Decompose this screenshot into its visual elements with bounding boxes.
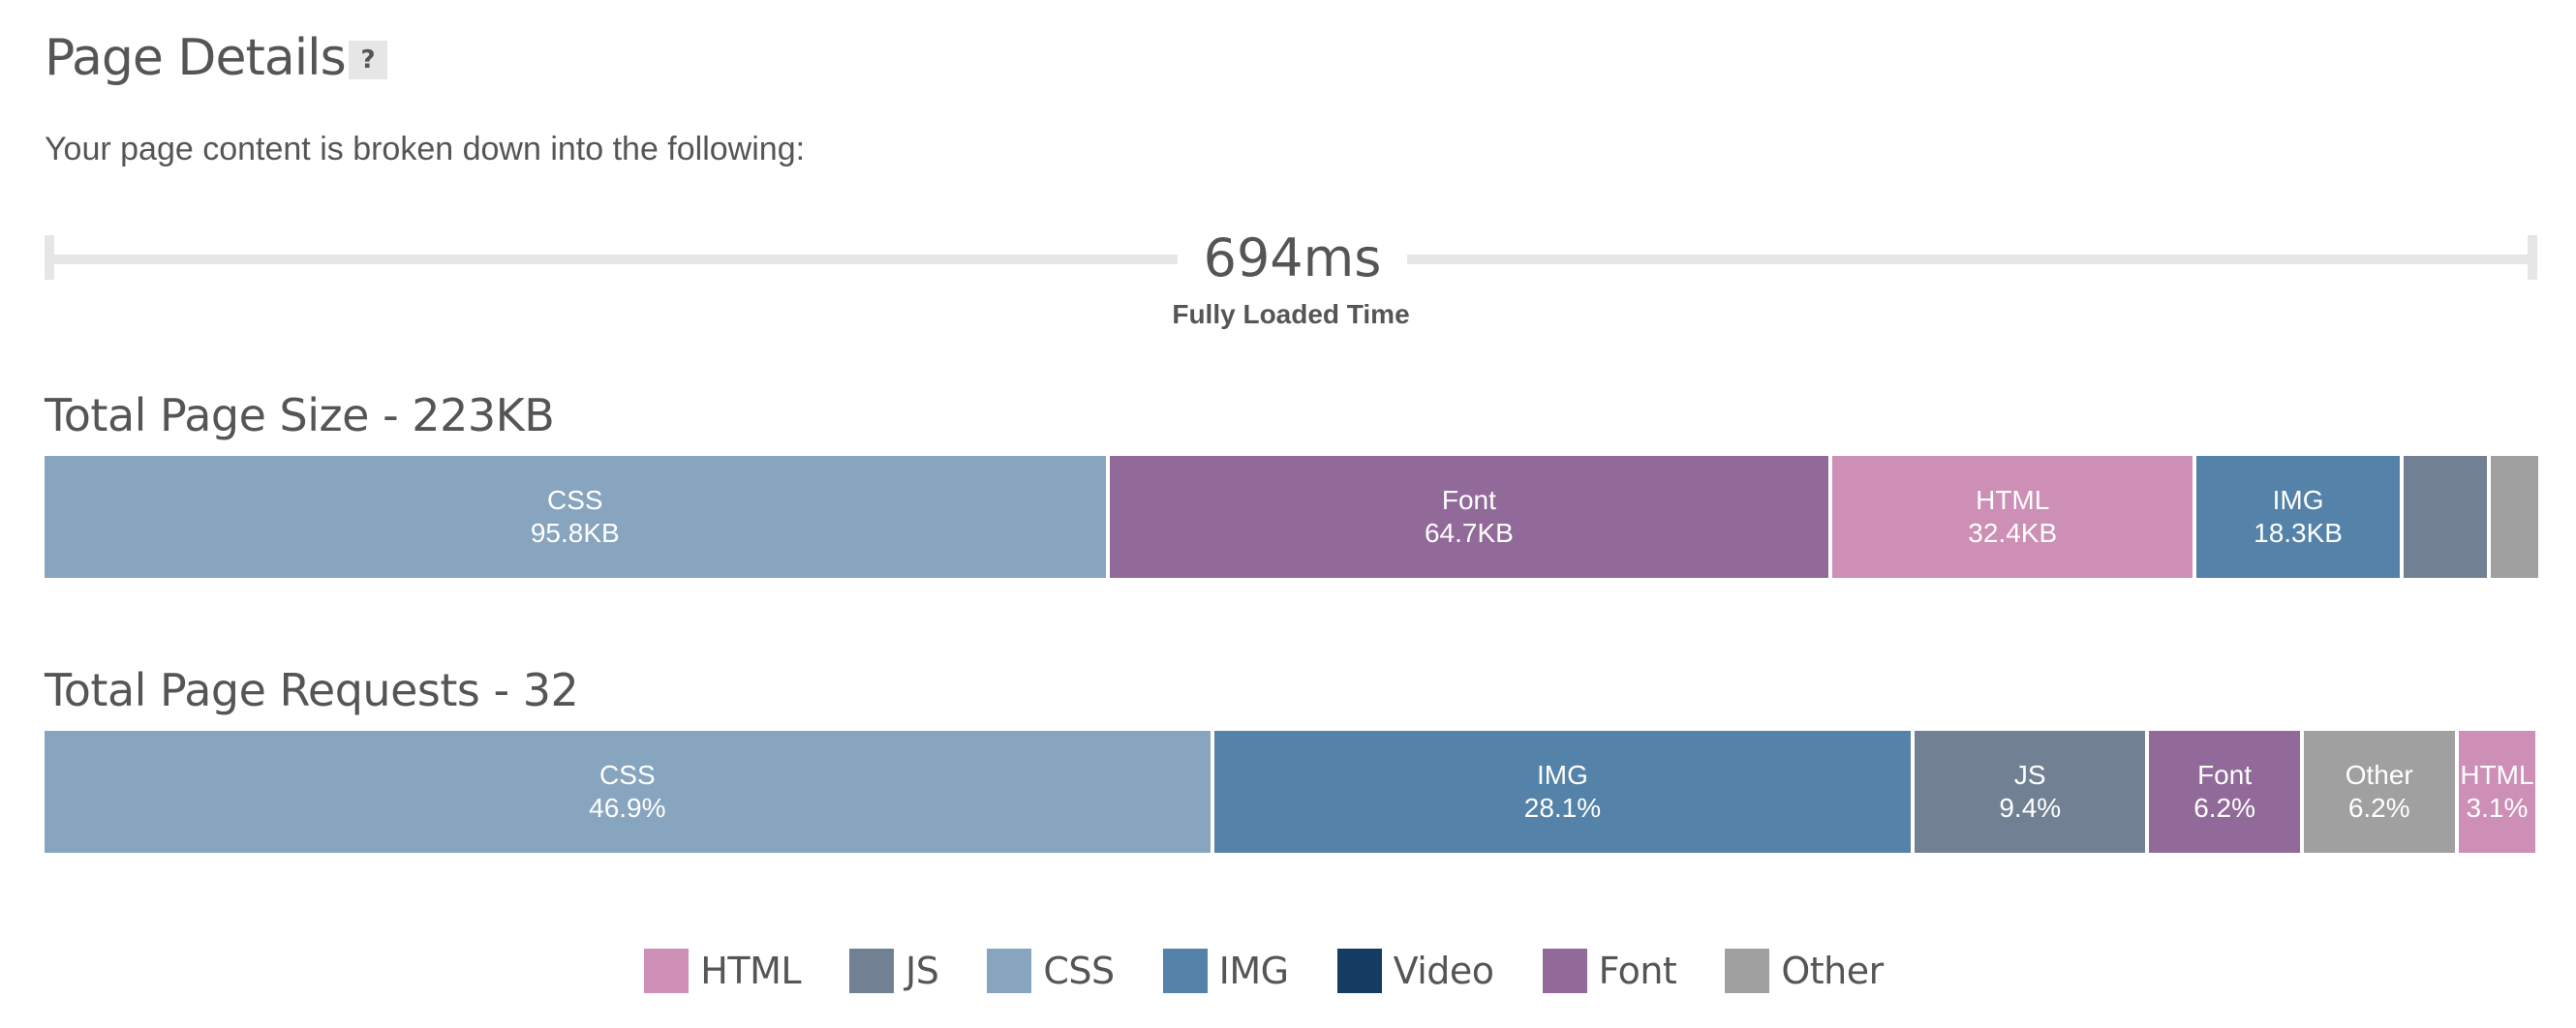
legend-item-js: JS (849, 949, 939, 993)
requests-segment-img[interactable]: IMG 28.1% (1213, 731, 1916, 853)
legend-label: Font (1598, 950, 1677, 992)
legend-label: HTML (700, 950, 802, 992)
size-segment-label: HTML (1976, 485, 2050, 515)
legend-swatch (1162, 949, 1208, 993)
timeline-line-right (1407, 255, 2537, 264)
requests-segment-html[interactable]: HTML 3.1% (2458, 731, 2536, 853)
requests-segment-label: Font (2197, 760, 2253, 790)
size-segment-value: 95.8KB (530, 518, 620, 548)
size-segment-img[interactable]: IMG 18.3KB (2196, 456, 2404, 578)
legend-swatch (644, 949, 690, 993)
size-segment-other[interactable] (2491, 456, 2538, 578)
requests-segment-value: 6.2% (2193, 793, 2256, 823)
requests-segment-css[interactable]: CSS 46.9% (45, 731, 1214, 853)
size-segment-label: CSS (546, 485, 603, 515)
legend-label: CSS (1043, 950, 1115, 992)
requests-segment-label: CSS (599, 760, 656, 790)
legend-item-font: Font (1542, 949, 1677, 993)
legend-swatch (1542, 949, 1587, 993)
size-segment-label: IMG (2272, 485, 2324, 515)
page-size-bar: CSS 95.8KB Font 64.7KB HTML 32.4KB IMG 18.3KB (45, 456, 2538, 578)
requests-segment-label: IMG (1537, 760, 1588, 790)
legend-item-other: Other (1725, 949, 1884, 993)
requests-segment-value: 46.9% (589, 793, 666, 823)
page-requests-bar: CSS 46.9% IMG 28.1% JS 9.4% Font 6.2% Other 6.2% H… (45, 731, 2538, 853)
total-page-requests-title: Total Page Requests - 32 (45, 664, 579, 716)
requests-segment-value: 9.4% (1999, 793, 2062, 823)
legend-swatch (987, 949, 1032, 993)
requests-segment-label: JS (2013, 760, 2046, 790)
timeline-line-left (45, 255, 1178, 264)
legend-item-img: IMG (1162, 949, 1289, 993)
page-title: Page Details (45, 29, 347, 87)
legend-label: Other (1781, 950, 1884, 992)
requests-segment-font[interactable]: Font 6.2% (2149, 731, 2304, 853)
legend-item-html: HTML (644, 949, 802, 993)
legend: HTML JS CSS IMG Video Font Other (0, 949, 2576, 993)
size-segment-css[interactable]: CSS 95.8KB (45, 456, 1110, 578)
total-page-size-title: Total Page Size - 223KB (45, 389, 555, 441)
requests-segment-value: 6.2% (2347, 793, 2410, 823)
fully-loaded-time-value: 694ms (1203, 227, 1382, 288)
fully-loaded-time-label: Fully Loaded Time (1172, 299, 1410, 329)
timeline-end-cap (2528, 235, 2537, 280)
requests-segment-value: 28.1% (1523, 793, 1602, 823)
legend-label: JS (905, 950, 939, 992)
requests-segment-value: 3.1% (2466, 793, 2529, 823)
legend-item-video: Video (1336, 949, 1494, 993)
size-segment-js[interactable] (2403, 456, 2492, 578)
help-button[interactable]: ? (349, 41, 387, 79)
legend-label: Video (1393, 950, 1494, 992)
legend-label: IMG (1218, 950, 1289, 992)
requests-segment-js[interactable]: JS 9.4% (1915, 731, 2150, 853)
size-segment-label: Font (1441, 485, 1496, 515)
legend-swatch (1725, 949, 1770, 993)
size-segment-html[interactable]: HTML 32.4KB (1832, 456, 2197, 578)
legend-swatch (849, 949, 895, 993)
size-segment-font[interactable]: Font 64.7KB (1109, 456, 1833, 578)
size-segment-value: 64.7KB (1424, 518, 1514, 548)
requests-segment-label: Other (2345, 760, 2413, 790)
size-segment-value: 32.4KB (1968, 518, 2058, 548)
legend-item-css: CSS (987, 949, 1115, 993)
intro-text: Your page content is broken down into th… (45, 131, 806, 167)
size-segment-value: 18.3KB (2254, 518, 2343, 548)
load-time-timeline: 694ms (45, 227, 2537, 288)
requests-segment-other[interactable]: Other 6.2% (2303, 731, 2459, 853)
requests-segment-label: HTML (2460, 760, 2534, 790)
legend-swatch (1336, 949, 1382, 993)
